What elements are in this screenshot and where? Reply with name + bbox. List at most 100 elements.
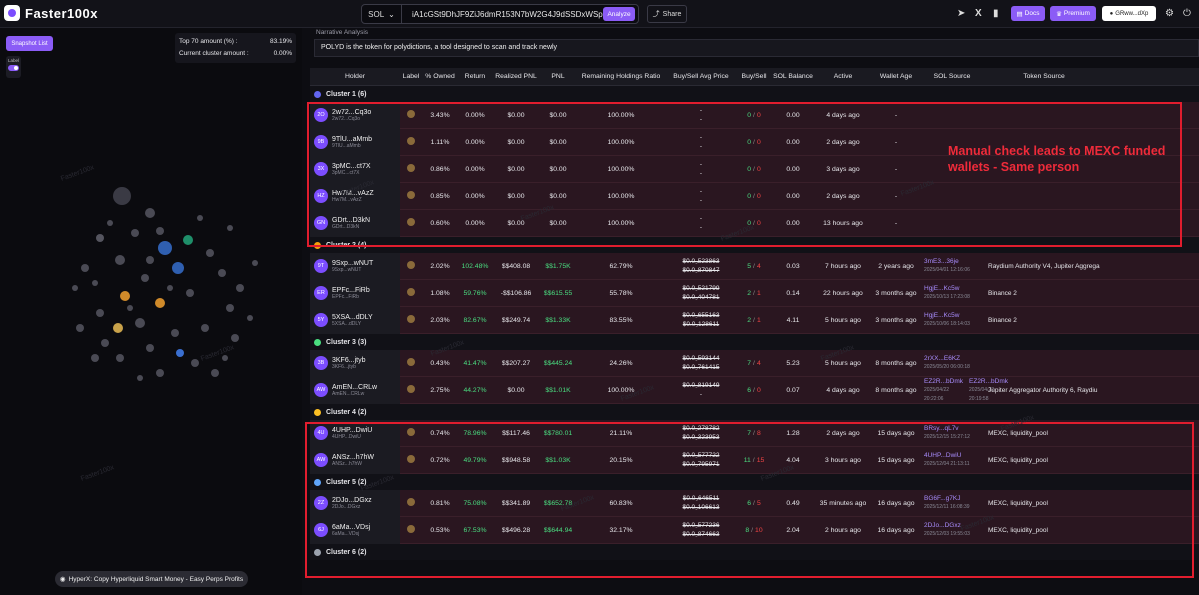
column-header[interactable]: Buy/Sell Avg Price <box>673 73 729 80</box>
holder-cell[interactable]: 9T 9Sxp...wNUT 9Sxp...wNUT <box>310 252 400 280</box>
holder-address[interactable]: 9Sxp...wNUT <box>332 259 374 267</box>
sol-source-link[interactable]: BG6F...g7KJ <box>924 495 961 502</box>
bookmark-icon[interactable]: ▮ <box>993 8 999 19</box>
table-row[interactable]: GN GDrt...D3kN GDrt...D3kN 0.60% 0.00% $0.00 $… <box>310 209 1199 237</box>
holder-bubble[interactable] <box>218 269 226 277</box>
premium-button[interactable]: ♛ Premium <box>1050 6 1096 21</box>
table-row[interactable]: 9B 9TlU...aMmb 9TlU...aMmb 1.11% 0.00% $0.00 $… <box>310 128 1199 156</box>
holder-cell[interactable]: ER EPFc...FiRb EPFc...FiRb <box>310 279 400 307</box>
holder-bubble[interactable] <box>91 354 99 362</box>
holder-bubble[interactable] <box>247 315 253 321</box>
holder-cell[interactable]: 9B 9TlU...aMmb 9TlU...aMmb <box>310 128 400 156</box>
sol-source-link[interactable]: HgjE...Kc5w <box>924 285 960 292</box>
holder-bubble[interactable] <box>211 369 219 377</box>
cluster-header[interactable]: Cluster 6 (2) <box>310 544 1199 560</box>
holder-bubble[interactable] <box>156 369 164 377</box>
holder-address[interactable]: 4UHP...DwiU <box>332 426 373 434</box>
sol-source-link[interactable]: EZ2R...bDmk <box>924 377 964 385</box>
cluster-header[interactable]: Cluster 4 (2) <box>310 404 1199 420</box>
holder-bubble[interactable] <box>191 359 199 367</box>
holder-bubble[interactable] <box>226 304 234 312</box>
holder-bubble[interactable] <box>252 260 258 266</box>
holder-cell[interactable]: AW AmEN...CRLw AmEN...CRLw <box>310 376 400 404</box>
holder-address[interactable]: ANSz...h7hW <box>332 453 375 461</box>
table-row[interactable]: 5Y 5XSA...dDLY 5XSA...dDLY 2.03% 82.67% $$249… <box>310 306 1199 334</box>
column-header[interactable]: PNL <box>551 73 565 80</box>
column-header[interactable]: Label <box>402 73 420 80</box>
holder-bubble[interactable] <box>155 298 165 308</box>
holder-address[interactable]: GDrt...D3kN <box>332 216 371 224</box>
holder-bubble[interactable] <box>120 291 130 301</box>
holder-bubble[interactable] <box>137 375 143 381</box>
holder-address[interactable]: 3pMC...ct7X <box>332 162 371 170</box>
holder-cell[interactable]: 3B 3KF6...jtyb 3KF6...jtyb <box>310 349 400 377</box>
holder-address[interactable]: 3KF6...jtyb <box>332 356 366 364</box>
column-header[interactable]: Return <box>464 73 486 80</box>
column-header[interactable]: Holder <box>344 73 366 80</box>
snapshot-list-button[interactable]: Snapshot List <box>6 36 53 51</box>
app-logo[interactable]: Faster100x <box>4 5 98 21</box>
table-row[interactable]: 6J 6aMa...VDsj 6aMa...VDsj 0.53% 67.53% $$496… <box>310 516 1199 544</box>
holder-bubble[interactable] <box>186 289 194 297</box>
table-row[interactable]: AW ANSz...h7hW ANSz...h7hW 0.72% 49.79% $$948… <box>310 446 1199 474</box>
cluster-header[interactable]: Cluster 5 (2) <box>310 474 1199 490</box>
holder-cell[interactable]: AW ANSz...h7hW ANSz...h7hW <box>310 446 400 474</box>
holder-bubble[interactable] <box>116 354 124 362</box>
column-header[interactable]: Active <box>833 73 853 80</box>
docs-button[interactable]: ▤ Docs <box>1011 6 1045 21</box>
token-address-input[interactable]: iA1cGSt9DhJF9ZiJ6dmR153N7bW2G4J9dSSDxWSp… <box>412 9 603 19</box>
telegram-icon[interactable]: ➤ <box>957 8 966 19</box>
column-header[interactable]: SOL Balance <box>773 73 813 80</box>
holder-bubble[interactable] <box>176 349 184 357</box>
holder-cell[interactable]: 3X 3pMC...ct7X 3pMC...ct7X <box>310 155 400 183</box>
holder-bubble[interactable] <box>146 256 154 264</box>
holder-bubble[interactable] <box>72 285 78 291</box>
table-row[interactable]: 4U 4UHP...DwiU 4UHP...DwiU 0.74% 78.96% $$117… <box>310 419 1199 447</box>
chain-select[interactable]: SOL ⌄ <box>362 5 402 23</box>
column-header[interactable]: Realized PNL <box>495 73 537 80</box>
holder-bubble[interactable] <box>222 355 228 361</box>
column-header[interactable]: % Owned <box>425 73 455 80</box>
holder-bubble[interactable] <box>197 215 203 221</box>
holder-bubble[interactable] <box>146 344 154 352</box>
promo-banner[interactable]: ◉ HyperX: Copy Hyperliquid Smart Money -… <box>55 571 248 587</box>
holder-bubble[interactable] <box>167 285 173 291</box>
bubble-map[interactable] <box>0 28 302 595</box>
cluster-header[interactable]: Cluster 1 (6) <box>310 86 1199 102</box>
holder-bubble[interactable] <box>172 262 184 274</box>
holder-bubble[interactable] <box>107 220 113 226</box>
holder-bubble[interactable] <box>206 249 214 257</box>
sol-source-link[interactable]: 3mE3...36je <box>924 258 959 265</box>
holder-cell[interactable]: 5Y 5XSA...dDLY 5XSA...dDLY <box>310 306 400 334</box>
holder-cell[interactable]: GN GDrt...D3kN GDrt...D3kN <box>310 209 400 237</box>
holder-bubble[interactable] <box>145 208 155 218</box>
holder-cell[interactable]: HZ Hw7M...vAzZ Hw7M...vAzZ <box>310 182 400 210</box>
sol-source-link[interactable]: 2rXX...E6KZ <box>924 355 961 362</box>
holder-bubble[interactable] <box>115 255 125 265</box>
table-row[interactable]: 9T 9Sxp...wNUT 9Sxp...wNUT 2.02% 102.48% $$40… <box>310 252 1199 280</box>
x-icon[interactable]: X <box>975 8 982 19</box>
holder-bubble[interactable] <box>81 264 89 272</box>
column-header[interactable]: Buy/Sell <box>741 73 767 80</box>
column-header[interactable]: Remaining Holdings Ratio <box>581 73 661 80</box>
holder-bubble[interactable] <box>183 235 193 245</box>
table-row[interactable]: 2Z 2DJo...DGxz 2DJo...DGxz 0.81% 75.08% $$341… <box>310 489 1199 517</box>
holder-cell[interactable]: 4U 4UHP...DwiU 4UHP...DwiU <box>310 419 400 447</box>
column-header[interactable]: SOL Source <box>933 73 971 80</box>
table-row[interactable]: 3X 3pMC...ct7X 3pMC...ct7X 0.86% 0.00% $0.00 $… <box>310 155 1199 183</box>
holder-cell[interactable]: 2Z 2DJo...DGxz 2DJo...DGxz <box>310 489 400 517</box>
holder-bubble[interactable] <box>236 284 244 292</box>
holder-address[interactable]: 9TlU...aMmb <box>332 135 373 143</box>
holder-bubble[interactable] <box>158 241 172 255</box>
table-row[interactable]: AW AmEN...CRLw AmEN...CRLw 2.75% 44.27% $0.00… <box>310 376 1199 404</box>
holder-bubble[interactable] <box>227 225 233 231</box>
holder-bubble[interactable] <box>127 305 133 311</box>
holder-bubble[interactable] <box>76 324 84 332</box>
cluster-header[interactable]: Cluster 3 (3) <box>310 334 1199 350</box>
holder-bubble[interactable] <box>171 329 179 337</box>
holder-bubble[interactable] <box>201 324 209 332</box>
holder-bubble[interactable] <box>141 274 149 282</box>
holder-address[interactable]: 6aMa...VDsj <box>332 523 371 531</box>
holder-bubble[interactable] <box>113 323 123 333</box>
holder-address[interactable]: AmEN...CRLw <box>332 383 378 391</box>
